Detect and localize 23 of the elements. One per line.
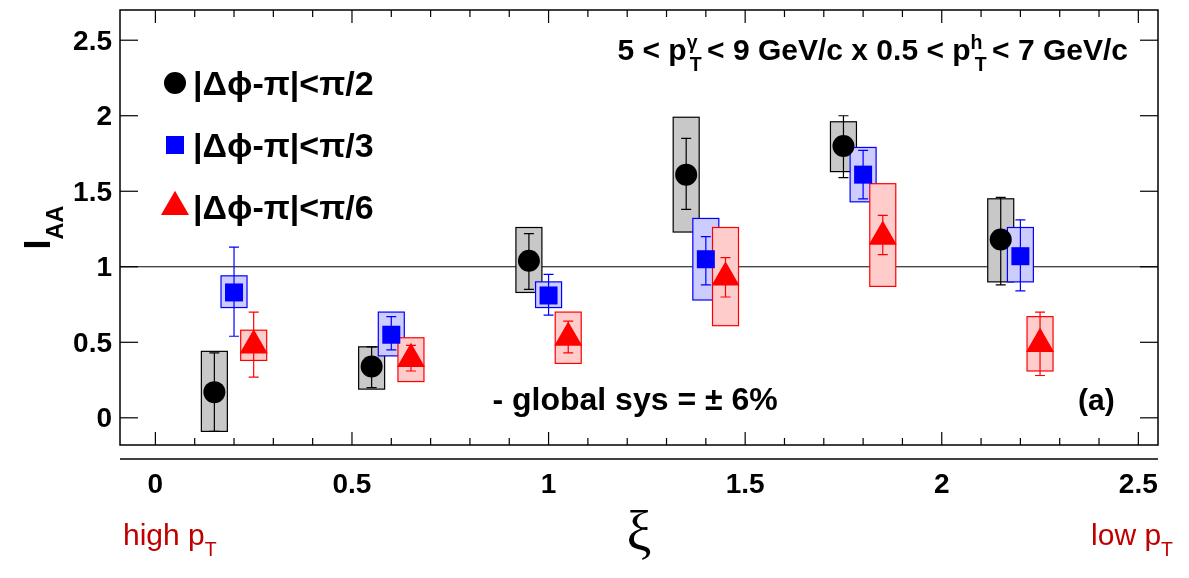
- y-tick-label: 2: [96, 100, 112, 132]
- annotation: - global sys = ± 6%: [492, 381, 778, 418]
- x-axis-title: ξ: [626, 500, 652, 562]
- legend-label: |Δϕ-π|<π/2: [193, 64, 374, 102]
- text: low p$_{T}$: [1091, 518, 1174, 560]
- legend-label: |Δϕ-π|<π/6: [193, 188, 374, 226]
- y-tick-label: 0.5: [73, 326, 112, 358]
- x-tick-label: 0.5: [332, 468, 372, 499]
- annotation: (a): [1078, 383, 1115, 417]
- y-tick-label: 2.5: [73, 24, 112, 56]
- x-tick-label: 1.5: [725, 468, 765, 499]
- y-tick-label: 1.5: [73, 175, 112, 207]
- text: 5 < p$^{γ}$$_{T}$ < 9 GeV/c x 0.5 < p$^{h}$$_{T}$ < 7 GeV/c: [617, 31, 1128, 75]
- legend-label: |Δϕ-π|<π/3: [193, 126, 374, 164]
- text: high p$_{T}$: [123, 518, 217, 560]
- y-tick-label: 0: [96, 402, 112, 434]
- y-tick-label: 1: [96, 251, 112, 283]
- x-tick-label: 0: [147, 468, 164, 499]
- point: [675, 163, 698, 186]
- x-tick-label: 2: [933, 468, 950, 499]
- x-tick-label: 2.5: [1118, 468, 1158, 499]
- x-tick-label: 1: [540, 468, 557, 499]
- point: [696, 250, 715, 269]
